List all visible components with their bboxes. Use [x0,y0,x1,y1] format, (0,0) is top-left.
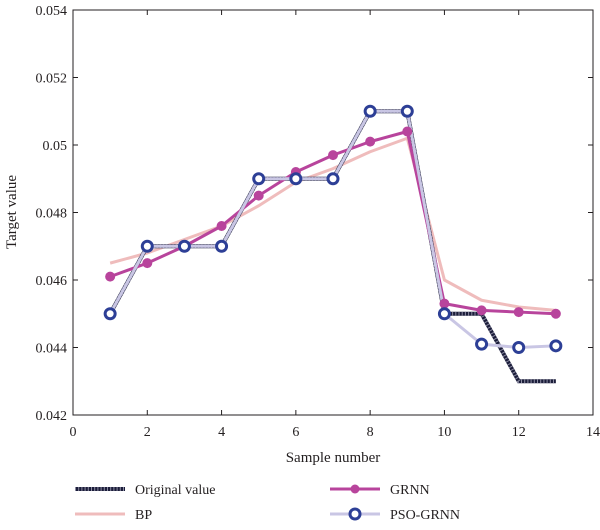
point-grnn [328,150,338,161]
point-pso-grnn [326,172,340,186]
x-tick-label: 12 [512,425,526,440]
point-pso-grnn [437,307,451,321]
point-pso-grnn [177,239,191,253]
point-grnn [365,136,376,147]
y-tick-label: 0.046 [36,274,68,289]
y-tick-label: 0.048 [36,207,68,222]
point-grnn [439,298,450,309]
legend-label-grnn: GRNN [390,483,430,498]
point-pso-grnn [363,104,377,118]
point-pso-grnn [400,104,414,118]
point-pso-grnn [475,337,489,351]
point-pso-grnn [512,341,526,354]
y-tick-label: 0.042 [36,409,68,424]
axis-ticks: 0 2 4 6 8 10 12 14 0.042 0.044 0.046 0.048 0.05 0.052… [36,4,600,440]
x-tick-label: 10 [437,425,451,440]
legend-marker-pso-grnn [348,507,362,521]
y-tick-label: 0.05 [43,139,68,154]
point-pso-grnn [252,172,266,186]
point-grnn [105,271,116,282]
series-layer [103,104,563,384]
x-tick-label: 2 [144,425,151,440]
y-tick-label: 0.052 [36,72,68,87]
x-tick-label: 6 [292,425,299,440]
plot-frame [72,9,594,416]
y-tick-label: 0.044 [36,342,68,357]
legend-label-pso-grnn: PSO-GRNN [390,508,460,523]
legend: Original value BP GRNN PSO-GRNN [75,483,460,523]
point-grnn [476,305,487,316]
point-grnn [513,307,524,318]
point-grnn [142,258,153,269]
point-pso-grnn [215,239,229,253]
point-grnn [253,190,264,201]
legend-marker-grnn [350,484,360,494]
point-pso-grnn [140,239,154,253]
point-grnn [216,221,227,231]
x-tick-label: 4 [218,425,225,440]
y-axis-label: Target value [4,175,20,249]
point-pso-grnn [549,339,563,353]
point-pso-grnn [289,172,303,186]
point-grnn [402,126,413,137]
series-line-bp [109,136,556,312]
x-axis-label: Sample number [286,450,381,466]
point-grnn [550,308,561,319]
x-tick-label: 0 [70,425,77,440]
x-tick-label: 14 [586,425,600,440]
y-tick-label: 0.054 [36,4,68,19]
point-pso-grnn [103,307,117,321]
x-tick-label: 8 [367,425,374,440]
legend-label-bp: BP [135,508,152,523]
legend-label-original-value: Original value [135,483,215,498]
